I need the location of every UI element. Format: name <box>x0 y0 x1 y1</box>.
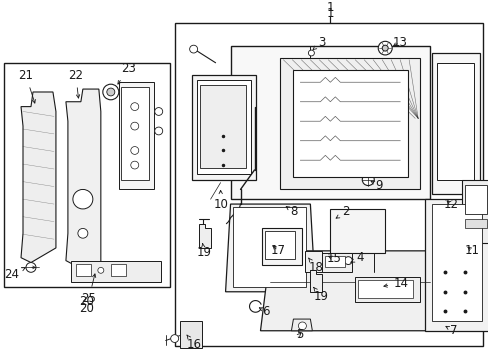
Polygon shape <box>260 251 444 331</box>
Text: 24: 24 <box>4 268 25 281</box>
Text: 6: 6 <box>259 305 269 318</box>
Text: 11: 11 <box>464 244 479 257</box>
Text: 9: 9 <box>370 179 382 192</box>
Circle shape <box>189 45 197 53</box>
Bar <box>355 277 419 302</box>
Text: 12: 12 <box>443 198 458 211</box>
Text: 3: 3 <box>312 36 325 50</box>
Polygon shape <box>66 89 101 267</box>
Circle shape <box>102 84 119 100</box>
Polygon shape <box>310 270 322 292</box>
Text: 18: 18 <box>308 258 323 274</box>
Circle shape <box>130 147 139 154</box>
Circle shape <box>170 335 178 342</box>
Circle shape <box>308 50 314 56</box>
Circle shape <box>98 267 103 273</box>
Bar <box>179 321 201 348</box>
Bar <box>464 219 486 229</box>
Bar <box>232 207 306 287</box>
Bar <box>265 231 295 258</box>
Text: 7: 7 <box>445 324 457 337</box>
Polygon shape <box>305 251 322 272</box>
Circle shape <box>362 174 373 185</box>
Bar <box>330 209 385 253</box>
Bar <box>196 80 250 174</box>
Text: 20: 20 <box>79 302 94 315</box>
Polygon shape <box>21 92 56 262</box>
Bar <box>464 185 486 214</box>
Circle shape <box>26 262 36 272</box>
Bar <box>461 180 488 243</box>
Text: 19: 19 <box>313 287 328 303</box>
Bar <box>4 63 169 287</box>
Polygon shape <box>225 204 315 292</box>
Circle shape <box>78 229 88 238</box>
Text: 21: 21 <box>19 69 35 103</box>
Bar <box>358 280 412 298</box>
Circle shape <box>130 161 139 169</box>
Bar <box>199 85 245 168</box>
Text: 1: 1 <box>326 6 333 19</box>
Text: 23: 23 <box>118 62 135 84</box>
Text: 15: 15 <box>325 252 341 265</box>
Circle shape <box>377 41 391 55</box>
Polygon shape <box>424 199 488 331</box>
Circle shape <box>298 322 306 330</box>
Bar <box>262 229 302 265</box>
Text: 20: 20 <box>79 295 94 308</box>
Bar <box>71 261 161 282</box>
Text: 22: 22 <box>68 69 83 98</box>
Circle shape <box>154 108 163 115</box>
Bar <box>121 87 148 180</box>
Text: 4: 4 <box>350 251 363 264</box>
Bar <box>76 265 91 276</box>
Text: 13: 13 <box>391 36 406 49</box>
Text: 8: 8 <box>285 205 297 219</box>
Circle shape <box>106 88 115 96</box>
Circle shape <box>344 257 351 265</box>
Circle shape <box>382 45 387 51</box>
Bar <box>111 265 125 276</box>
Text: 17: 17 <box>270 244 285 257</box>
Text: 10: 10 <box>213 190 228 211</box>
Polygon shape <box>431 53 479 194</box>
Bar <box>280 58 419 189</box>
Circle shape <box>130 122 139 130</box>
Polygon shape <box>191 76 255 180</box>
Bar <box>431 204 481 321</box>
Text: 19: 19 <box>196 243 211 259</box>
Circle shape <box>154 127 163 135</box>
Text: 16: 16 <box>186 335 201 351</box>
Text: 1: 1 <box>326 1 333 14</box>
Circle shape <box>130 103 139 111</box>
Text: 2: 2 <box>335 205 349 219</box>
Text: 14: 14 <box>383 276 407 289</box>
Polygon shape <box>198 224 210 248</box>
Polygon shape <box>230 46 429 199</box>
Bar <box>174 23 482 346</box>
Bar <box>293 69 407 177</box>
Text: 5: 5 <box>296 328 303 341</box>
Polygon shape <box>291 319 312 331</box>
Bar <box>322 253 351 272</box>
Bar <box>325 256 345 267</box>
Bar <box>119 82 153 189</box>
Text: 25: 25 <box>81 274 96 305</box>
Bar <box>436 63 473 180</box>
Circle shape <box>73 189 93 209</box>
